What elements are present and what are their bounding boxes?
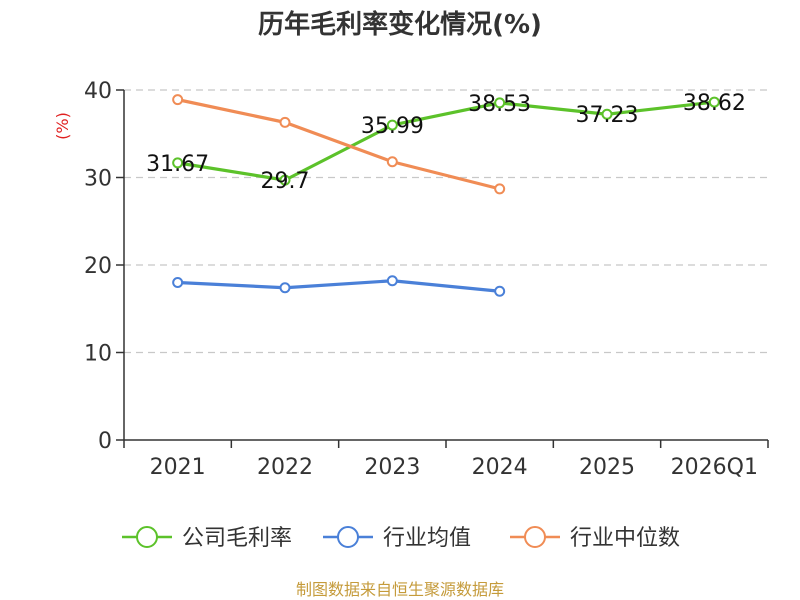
y-axis-unit: (%) [53,112,72,140]
y-tick-label: 40 [84,79,112,104]
legend-item: 行业均值 [323,526,471,551]
series-1 [172,275,506,297]
data-labels: 31.67 29.7 35.99 38.53 37.23 38.62 [146,91,746,194]
data-label: 38.53 [468,92,531,117]
data-point [279,282,291,294]
series-line [177,100,715,182]
x-tick-label: 2022 [257,455,313,480]
data-point [279,116,291,128]
legend-item: 行业中位数 [510,526,680,551]
data-point [172,157,184,169]
x-axis-ticks: 2021 2022 2023 2024 2025 2026Q1 [123,440,769,480]
x-tick-label: 2024 [472,455,528,480]
data-point [494,285,506,297]
data-point [494,97,506,109]
legend-label: 行业均值 [383,526,471,551]
data-point [386,156,398,168]
legend-label: 公司毛利率 [182,526,292,551]
y-tick-label: 10 [84,342,112,367]
data-label: 29.7 [261,169,310,194]
legend-swatch-marker [337,526,359,548]
legend-swatch-marker [136,526,158,548]
data-label: 35.99 [361,114,424,139]
x-tick-label: 2021 [150,455,206,480]
x-tick-label: 2026Q1 [671,455,758,480]
data-point [386,119,398,131]
data-label: 31.67 [146,152,209,177]
data-label: 38.62 [683,91,746,116]
data-point [601,108,613,120]
legend-label: 行业中位数 [570,526,680,551]
series-line [177,98,501,191]
series-line [177,279,500,293]
y-tick-label: 0 [98,429,112,454]
legend: 公司毛利率 行业均值 行业中位数 [122,526,680,551]
x-tick-label: 2025 [579,455,635,480]
data-point [386,275,398,287]
y-tick-label: 20 [84,254,112,279]
data-point [172,94,184,106]
legend-swatch-marker [524,526,546,548]
chart-title: 历年毛利率变化情况(%) [258,9,542,40]
y-tick-label: 30 [84,167,112,192]
source-note: 制图数据来自恒生聚源数据库 [296,580,504,599]
series-0 [172,96,720,186]
y-axis-ticks: 0 10 20 30 40 [84,79,124,454]
data-label: 37.23 [576,103,639,128]
series-layer [172,94,720,297]
legend-item: 公司毛利率 [122,526,292,551]
data-point [279,174,291,186]
grid-lines [124,89,768,354]
x-tick-label: 2023 [364,455,420,480]
data-point [708,96,720,108]
data-point [494,183,506,195]
series-2 [172,94,506,195]
data-point [172,277,184,288]
